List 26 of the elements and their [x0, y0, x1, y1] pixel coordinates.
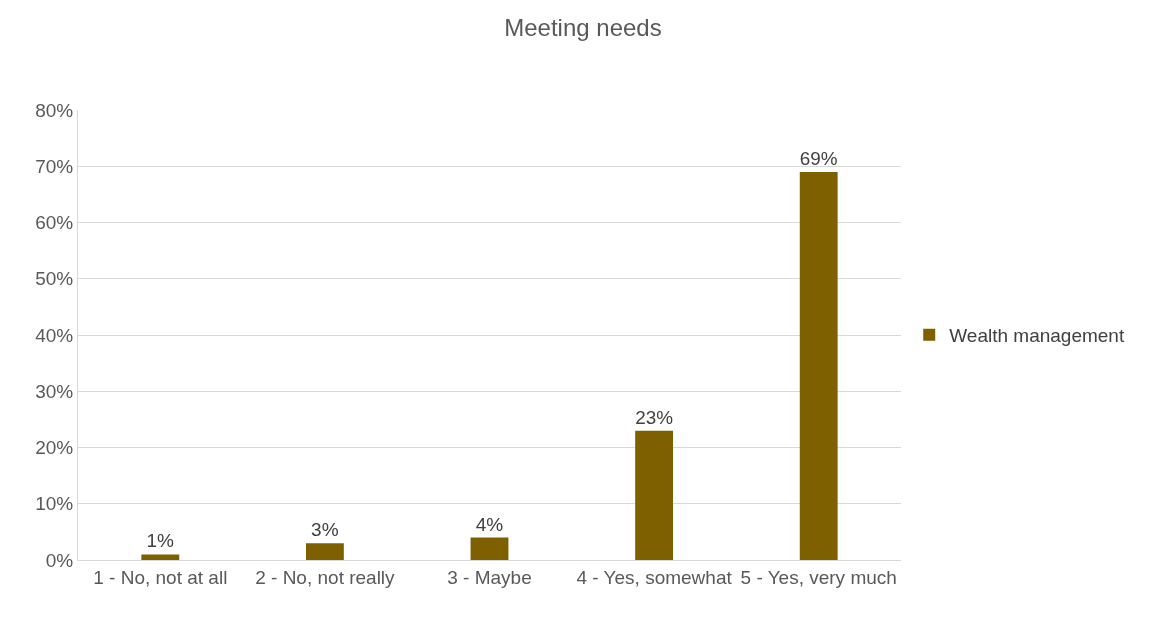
bar	[635, 430, 674, 560]
y-tick-label: 10%	[35, 493, 74, 515]
bar	[470, 537, 509, 560]
data-label: 1%	[146, 530, 175, 552]
data-label: 23%	[635, 406, 674, 428]
data-label: 69%	[799, 147, 838, 169]
y-tick-label: 0%	[45, 549, 74, 571]
y-tick-label: 50%	[35, 268, 74, 290]
legend-label: Wealth management	[949, 325, 1125, 347]
data-label: 4%	[475, 513, 504, 535]
bar	[305, 543, 344, 560]
y-tick-label: 80%	[35, 99, 74, 121]
y-tick-label: 70%	[35, 155, 74, 177]
x-tick-label: 3 - Maybe	[447, 566, 532, 588]
chart-title: Meeting needs	[504, 13, 662, 41]
x-tick-label: 2 - No, not really	[255, 566, 396, 588]
x-tick-label: 4 - Yes, somewhat	[576, 566, 733, 588]
x-tick-label: 5 - Yes, very much	[740, 566, 897, 588]
y-tick-label: 60%	[35, 212, 74, 234]
y-tick-label: 20%	[35, 437, 74, 459]
y-tick-label: 40%	[35, 324, 74, 346]
bar	[141, 554, 180, 560]
bar	[799, 171, 838, 560]
x-tick-label: 1 - No, not at all	[93, 566, 228, 588]
data-label: 3%	[311, 519, 339, 541]
y-tick-label: 30%	[35, 380, 74, 402]
